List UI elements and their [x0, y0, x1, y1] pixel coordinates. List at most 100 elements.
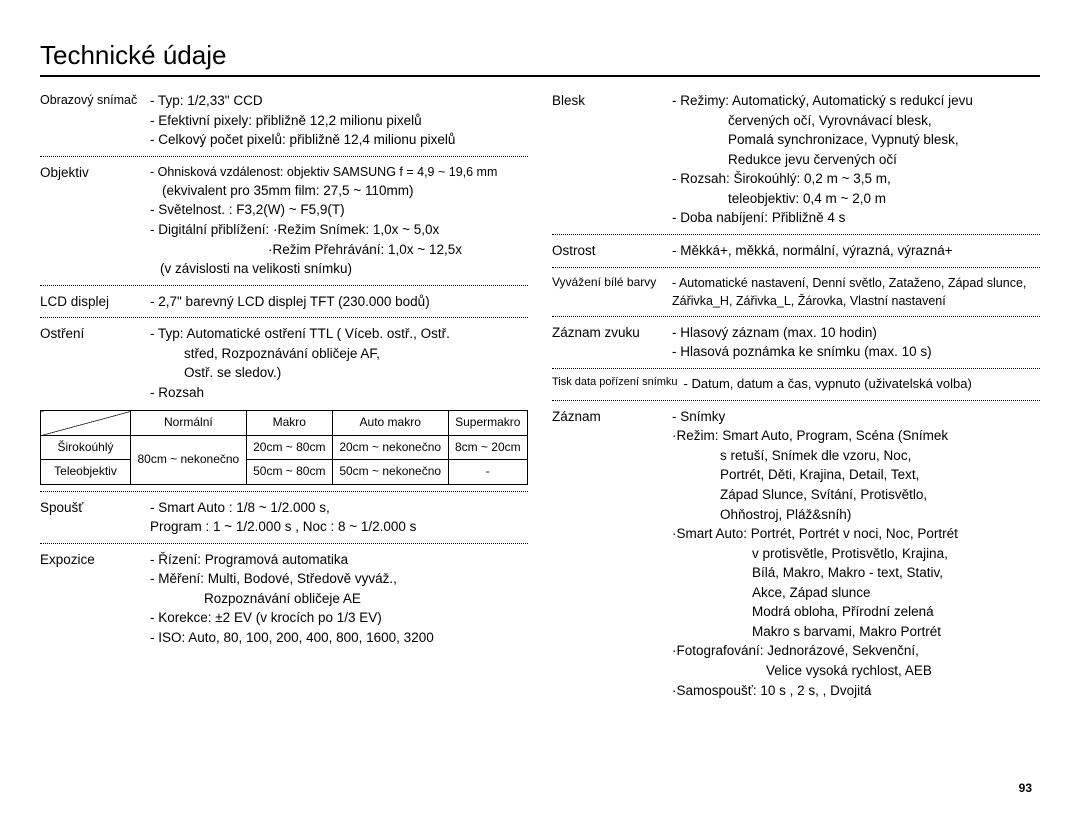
- rec-line-14: ·Samospoušť: 10 s , 2 s, , Dvojitá: [672, 681, 1040, 701]
- flash-line-3: Redukce jevu červených očí: [672, 150, 1040, 170]
- spec-focus: Ostření - Typ: Automatické ostření TTL (…: [40, 322, 528, 404]
- range-wide-supermacro: 8cm ~ 20cm: [448, 435, 527, 459]
- exp-line-0: - Řízení: Programová automatika: [150, 550, 528, 570]
- spec-voice-val: - Hlasový záznam (max. 10 hodin) - Hlaso…: [672, 323, 1040, 362]
- lens-line-5: (v závislosti na velikosti snímku): [150, 259, 528, 279]
- rec-line-13: Velice vysoká rychlost, AEB: [672, 661, 1040, 681]
- divider: [40, 317, 528, 318]
- flash-line-6: - Doba nabíjení: Přibližně 4 s: [672, 208, 1040, 228]
- range-tele-supermacro: -: [448, 460, 527, 484]
- spec-rec-val: - Snímky ·Režim: Smart Auto, Program, Sc…: [672, 407, 1040, 700]
- divider: [40, 285, 528, 286]
- spec-lcd-label: LCD displej: [40, 292, 150, 312]
- sensor-line-0: - Typ: 1/2,33" CCD: [150, 91, 528, 111]
- spec-dateprint-val: - Datum, datum a čas, vypnuto (uživatels…: [684, 375, 1040, 394]
- divider: [552, 267, 1040, 268]
- spec-lens-label: Objektiv: [40, 163, 150, 279]
- spec-wb-val: - Automatické nastavení, Denní světlo, Z…: [672, 274, 1040, 310]
- spec-sensor: Obrazový snímač - Typ: 1/2,33" CCD - Efe…: [40, 89, 528, 152]
- lens-line-4: ·Režim Přehrávání: 1,0x ~ 12,5x: [150, 240, 528, 260]
- flash-line-5: teleobjektiv: 0,4 m ~ 2,0 m: [672, 189, 1040, 209]
- range-tele-automacro: 50cm ~ nekonečno: [332, 460, 448, 484]
- flash-line-4: - Rozsah: Širokoúhlý: 0,2 m ~ 3,5 m,: [672, 169, 1040, 189]
- rec-line-8: Bílá, Makro, Makro - text, Stativ,: [672, 563, 1040, 583]
- range-row-wide: Širokoúhlý 80cm ~ nekonečno 20cm ~ 80cm …: [41, 435, 528, 459]
- left-column: Obrazový snímač - Typ: 1/2,33" CCD - Efe…: [40, 89, 528, 702]
- spec-lcd-val: - 2,7" barevný LCD displej TFT (230.000 …: [150, 292, 528, 312]
- range-row-wide-h: Širokoúhlý: [41, 435, 131, 459]
- range-hdr-macro: Makro: [246, 411, 332, 435]
- range-row-tele-h: Teleobjektiv: [41, 460, 131, 484]
- spec-rec-label: Záznam: [552, 407, 672, 700]
- spec-shutter-val: - Smart Auto : 1/8 ~ 1/2.000 s, Program …: [150, 498, 528, 537]
- lens-line-2: - Světelnost. : F3,2(W) ~ F5,9(T): [150, 200, 528, 220]
- spec-focus-val: - Typ: Automatické ostření TTL ( Víceb. …: [150, 324, 528, 402]
- divider: [552, 234, 1040, 235]
- divider: [552, 316, 1040, 317]
- range-hdr-blank: [41, 411, 131, 435]
- range-row-tele: Teleobjektiv 50cm ~ 80cm 50cm ~ nekonečn…: [41, 460, 528, 484]
- spec-flash-label: Blesk: [552, 91, 672, 228]
- rec-line-10: Modrá obloha, Přírodní zelená: [672, 602, 1040, 622]
- range-wide-automacro: 20cm ~ nekonečno: [332, 435, 448, 459]
- spec-lens-val: - Ohnisková vzdálenost: objektiv SAMSUNG…: [150, 163, 528, 279]
- spec-voice: Záznam zvuku - Hlasový záznam (max. 10 h…: [552, 321, 1040, 364]
- spec-exposure: Expozice - Řízení: Programová automatika…: [40, 548, 528, 650]
- spec-sharpness-val: - Měkká+, měkká, normální, výrazná, výra…: [672, 241, 1040, 261]
- spec-sharpness-label: Ostrost: [552, 241, 672, 261]
- rec-line-9: Akce, Západ slunce: [672, 583, 1040, 603]
- range-hdr-automacro: Auto makro: [332, 411, 448, 435]
- range-wide-normal: 80cm ~ nekonečno: [131, 435, 247, 484]
- rec-line-0: - Snímky: [672, 407, 1040, 427]
- divider: [40, 491, 528, 492]
- focus-line-0: - Typ: Automatické ostření TTL ( Víceb. …: [150, 324, 528, 344]
- exp-line-2: Rozpoznávání obličeje AE: [150, 589, 528, 609]
- exp-line-3: - Korekce: ±2 EV (v krocích po 1/3 EV): [150, 608, 528, 628]
- spec-voice-label: Záznam zvuku: [552, 323, 672, 362]
- divider: [40, 543, 528, 544]
- content-columns: Obrazový snímač - Typ: 1/2,33" CCD - Efe…: [40, 89, 1040, 702]
- range-hdr-normal: Normální: [131, 411, 247, 435]
- divider: [552, 400, 1040, 401]
- flash-line-1: červených očí, Vyrovnávací blesk,: [672, 111, 1040, 131]
- exp-line-1: - Měření: Multi, Bodové, Středově vyváž.…: [150, 569, 528, 589]
- spec-lcd: LCD displej - 2,7" barevný LCD displej T…: [40, 290, 528, 314]
- spec-lens: Objektiv - Ohnisková vzdálenost: objekti…: [40, 161, 528, 281]
- range-table: Normální Makro Auto makro Supermakro Šir…: [40, 410, 528, 484]
- lens-line-3: - Digitální přiblížení: ·Režim Snímek: 1…: [150, 220, 528, 240]
- flash-line-0: - Režimy: Automatický, Automatický s red…: [672, 91, 1040, 111]
- right-column: Blesk - Režimy: Automatický, Automatický…: [552, 89, 1040, 702]
- lens-line-0: - Ohnisková vzdálenost: objektiv SAMSUNG…: [150, 163, 528, 181]
- spec-dateprint: Tisk data pořízení snímku - Datum, datum…: [552, 373, 1040, 396]
- focus-line-2: Ostř. se sledov.): [150, 363, 528, 383]
- divider: [40, 156, 528, 157]
- rec-line-4: Západ Slunce, Svítání, Protisvětlo,: [672, 485, 1040, 505]
- spec-wb: Vyvážení bílé barvy - Automatické nastav…: [552, 272, 1040, 312]
- sensor-line-2: - Celkový počet pixelů: přibližně 12,4 m…: [150, 130, 528, 150]
- spec-sharpness: Ostrost - Měkká+, měkká, normální, výraz…: [552, 239, 1040, 263]
- spec-focus-label: Ostření: [40, 324, 150, 402]
- exp-line-4: - ISO: Auto, 80, 100, 200, 400, 800, 160…: [150, 628, 528, 648]
- lens-line-1: (ekvivalent pro 35mm film: 27,5 ~ 110mm): [150, 181, 528, 201]
- spec-exposure-val: - Řízení: Programová automatika - Měření…: [150, 550, 528, 648]
- rec-line-1: ·Režim: Smart Auto, Program, Scéna (Sním…: [672, 426, 1040, 446]
- shutter-line-0: - Smart Auto : 1/8 ~ 1/2.000 s,: [150, 498, 528, 518]
- spec-flash-val: - Režimy: Automatický, Automatický s red…: [672, 91, 1040, 228]
- spec-flash: Blesk - Režimy: Automatický, Automatický…: [552, 89, 1040, 230]
- spec-wb-label: Vyvážení bílé barvy: [552, 274, 672, 310]
- shutter-line-1: Program : 1 ~ 1/2.000 s , Noc : 8 ~ 1/2.…: [150, 517, 528, 537]
- spec-dateprint-label: Tisk data pořízení snímku: [552, 375, 684, 394]
- rec-line-2: s retuší, Snímek dle vzoru, Noc,: [672, 446, 1040, 466]
- rec-line-7: v protisvětle, Protisvětlo, Krajina,: [672, 544, 1040, 564]
- rec-line-5: Ohňostroj, Pláž&sníh): [672, 505, 1040, 525]
- voice-line-0: - Hlasový záznam (max. 10 hodin): [672, 323, 1040, 343]
- focus-line-3: - Rozsah: [150, 383, 528, 403]
- divider: [552, 368, 1040, 369]
- spec-sensor-label: Obrazový snímač: [40, 91, 150, 150]
- spec-sensor-val: - Typ: 1/2,33" CCD - Efektivní pixely: p…: [150, 91, 528, 150]
- rec-line-11: Makro s barvami, Makro Portrét: [672, 622, 1040, 642]
- voice-line-1: - Hlasová poznámka ke snímku (max. 10 s): [672, 342, 1040, 362]
- rec-line-3: Portrét, Děti, Krajina, Detail, Text,: [672, 465, 1040, 485]
- range-header-row: Normální Makro Auto makro Supermakro: [41, 411, 528, 435]
- page-title: Technické údaje: [40, 40, 1040, 77]
